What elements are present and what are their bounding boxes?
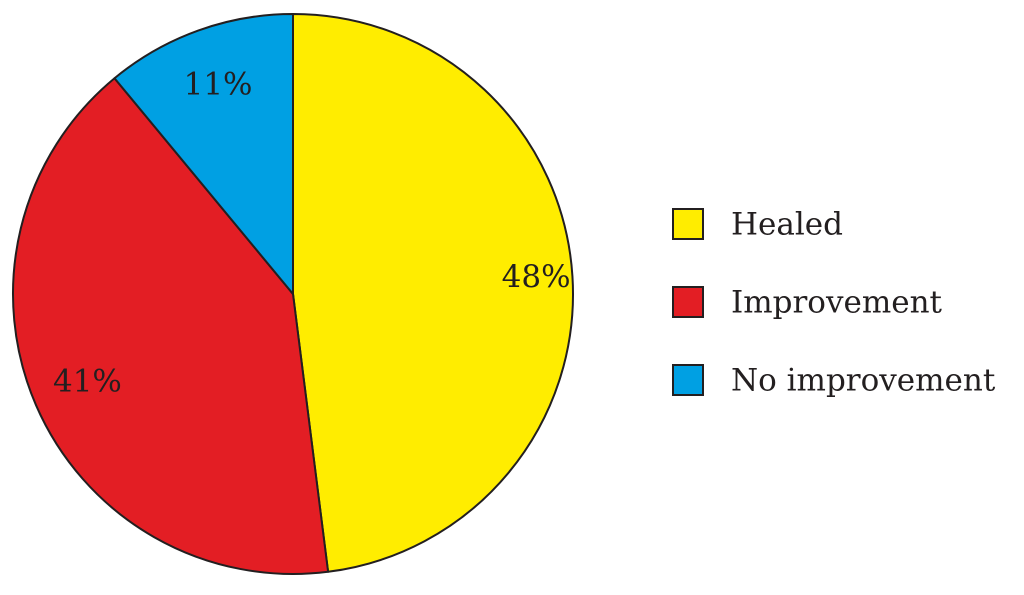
legend-swatch-improvement <box>672 286 704 318</box>
legend: Healed Improvement No improvement <box>672 207 996 399</box>
legend-swatch-no-improvement <box>672 364 704 396</box>
data-label-improvement: 41% <box>53 363 122 399</box>
legend-swatch-healed <box>672 208 704 240</box>
pie-slice-improvement <box>12 77 330 575</box>
pie-slice-healed <box>292 13 574 573</box>
legend-label-healed: Healed <box>731 207 843 243</box>
data-label-healed: 48% <box>502 259 571 295</box>
legend-label-improvement: Improvement <box>731 285 943 321</box>
pie-slice-no-improvement <box>113 13 294 295</box>
legend-label-no-improvement: No improvement <box>731 363 996 399</box>
pie-slices <box>12 13 574 575</box>
data-label-no-improvement: 11% <box>184 66 253 102</box>
pie-data-labels: 48% 41% 11% <box>53 66 571 399</box>
